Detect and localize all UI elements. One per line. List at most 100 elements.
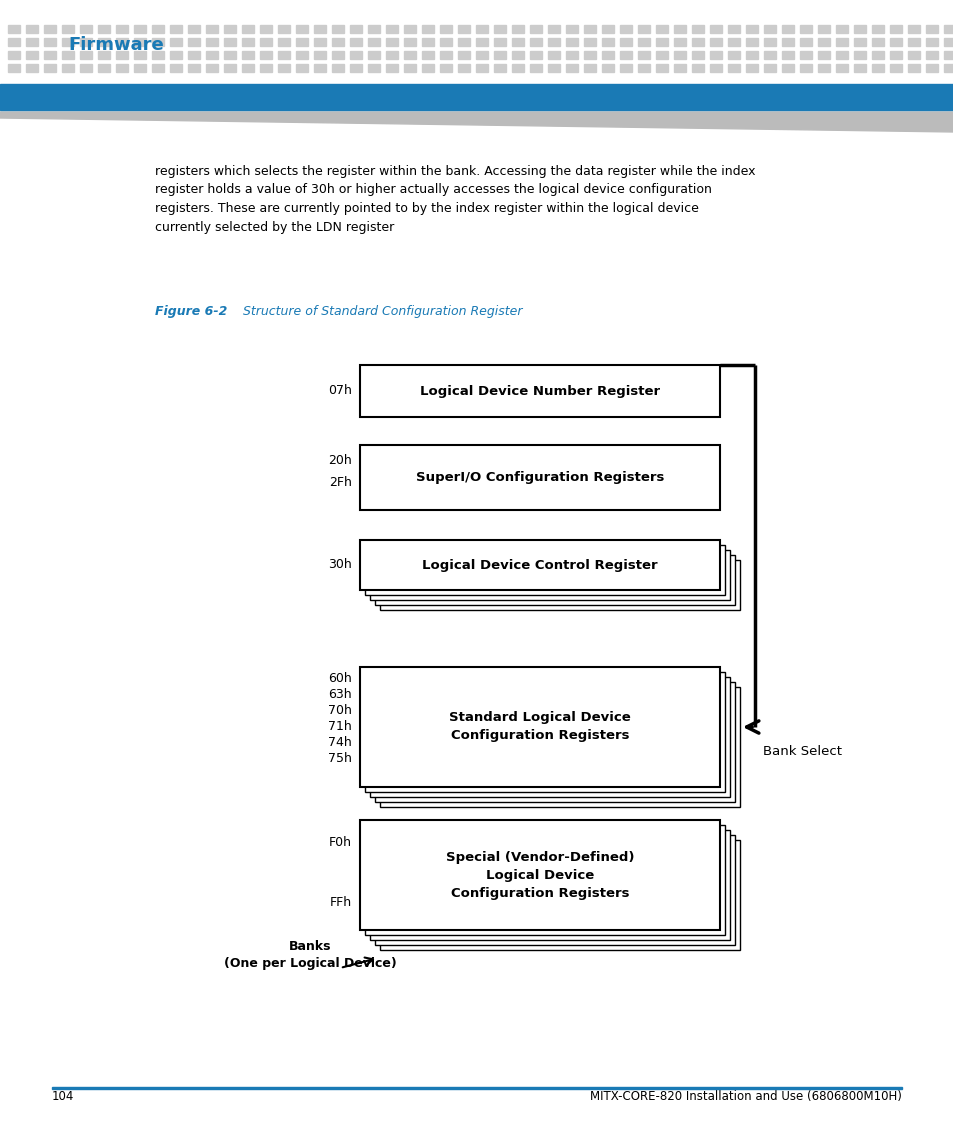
Bar (375, 835, 734, 945)
Bar (98, 38, 110, 46)
Bar (375, 555, 734, 605)
Bar (379, 840, 740, 950)
Bar (530, 25, 541, 33)
Bar (26, 38, 38, 46)
Bar (691, 64, 703, 72)
Bar (673, 64, 685, 72)
Text: Logical Device Number Register: Logical Device Number Register (419, 385, 659, 397)
Bar (224, 52, 235, 60)
Text: 30h: 30h (328, 559, 352, 571)
Bar (421, 38, 434, 46)
Bar (691, 25, 703, 33)
Bar (457, 38, 470, 46)
Bar (727, 25, 740, 33)
Bar (116, 52, 128, 60)
Text: F0h: F0h (329, 836, 352, 848)
Bar (62, 38, 74, 46)
Bar (709, 38, 721, 46)
Bar (889, 52, 901, 60)
Polygon shape (0, 112, 953, 132)
Bar (817, 25, 829, 33)
Bar (332, 52, 344, 60)
Text: 20h: 20h (328, 453, 352, 466)
Bar (421, 64, 434, 72)
Bar (206, 38, 218, 46)
Bar (386, 52, 397, 60)
Bar (8, 25, 20, 33)
Bar (727, 64, 740, 72)
Bar (512, 64, 523, 72)
Bar (871, 64, 883, 72)
Bar (547, 52, 559, 60)
Bar (116, 25, 128, 33)
Bar (403, 25, 416, 33)
Bar (907, 38, 919, 46)
Text: Structure of Standard Configuration Register: Structure of Standard Configuration Regi… (227, 305, 522, 318)
Text: 74h: 74h (328, 736, 352, 750)
Bar (835, 38, 847, 46)
Text: Banks
(One per Logical Device): Banks (One per Logical Device) (223, 940, 395, 970)
Bar (727, 38, 740, 46)
Bar (583, 38, 596, 46)
Bar (350, 52, 361, 60)
Bar (494, 52, 505, 60)
Bar (98, 52, 110, 60)
Bar (889, 38, 901, 46)
Bar (8, 64, 20, 72)
Bar (277, 52, 290, 60)
Bar (62, 64, 74, 72)
Text: Logical Device Control Register: Logical Device Control Register (422, 559, 658, 571)
Bar (365, 826, 724, 935)
Text: 60h: 60h (328, 672, 352, 686)
Bar (260, 64, 272, 72)
Bar (403, 64, 416, 72)
Bar (512, 38, 523, 46)
Bar (512, 52, 523, 60)
Bar (547, 25, 559, 33)
Bar (295, 64, 308, 72)
Bar (709, 64, 721, 72)
Bar (26, 64, 38, 72)
Bar (242, 38, 253, 46)
Bar (295, 25, 308, 33)
Bar (188, 25, 200, 33)
Bar (332, 64, 344, 72)
Bar (359, 540, 720, 590)
Bar (295, 52, 308, 60)
Bar (314, 64, 326, 72)
Bar (656, 38, 667, 46)
Bar (44, 25, 56, 33)
Bar (370, 677, 729, 797)
Bar (170, 25, 182, 33)
Bar (925, 64, 937, 72)
Bar (295, 38, 308, 46)
Bar (365, 545, 724, 595)
Bar (619, 38, 631, 46)
Bar (314, 25, 326, 33)
Bar (476, 52, 488, 60)
Bar (8, 38, 20, 46)
Bar (583, 52, 596, 60)
Bar (781, 25, 793, 33)
Bar (152, 38, 164, 46)
Bar (583, 25, 596, 33)
Bar (170, 64, 182, 72)
Bar (871, 52, 883, 60)
Bar (547, 64, 559, 72)
Bar (26, 52, 38, 60)
Bar (817, 38, 829, 46)
Bar (242, 25, 253, 33)
Text: MITX-CORE-820 Installation and Use (6806800M10H): MITX-CORE-820 Installation and Use (6806… (590, 1090, 901, 1103)
Bar (370, 830, 729, 940)
Bar (835, 52, 847, 60)
Text: Bank Select: Bank Select (762, 745, 841, 758)
Bar (152, 52, 164, 60)
Bar (817, 64, 829, 72)
Text: 104: 104 (52, 1090, 74, 1103)
Bar (907, 25, 919, 33)
Bar (386, 38, 397, 46)
Bar (379, 560, 740, 610)
Bar (691, 52, 703, 60)
Bar (800, 64, 811, 72)
Bar (781, 52, 793, 60)
